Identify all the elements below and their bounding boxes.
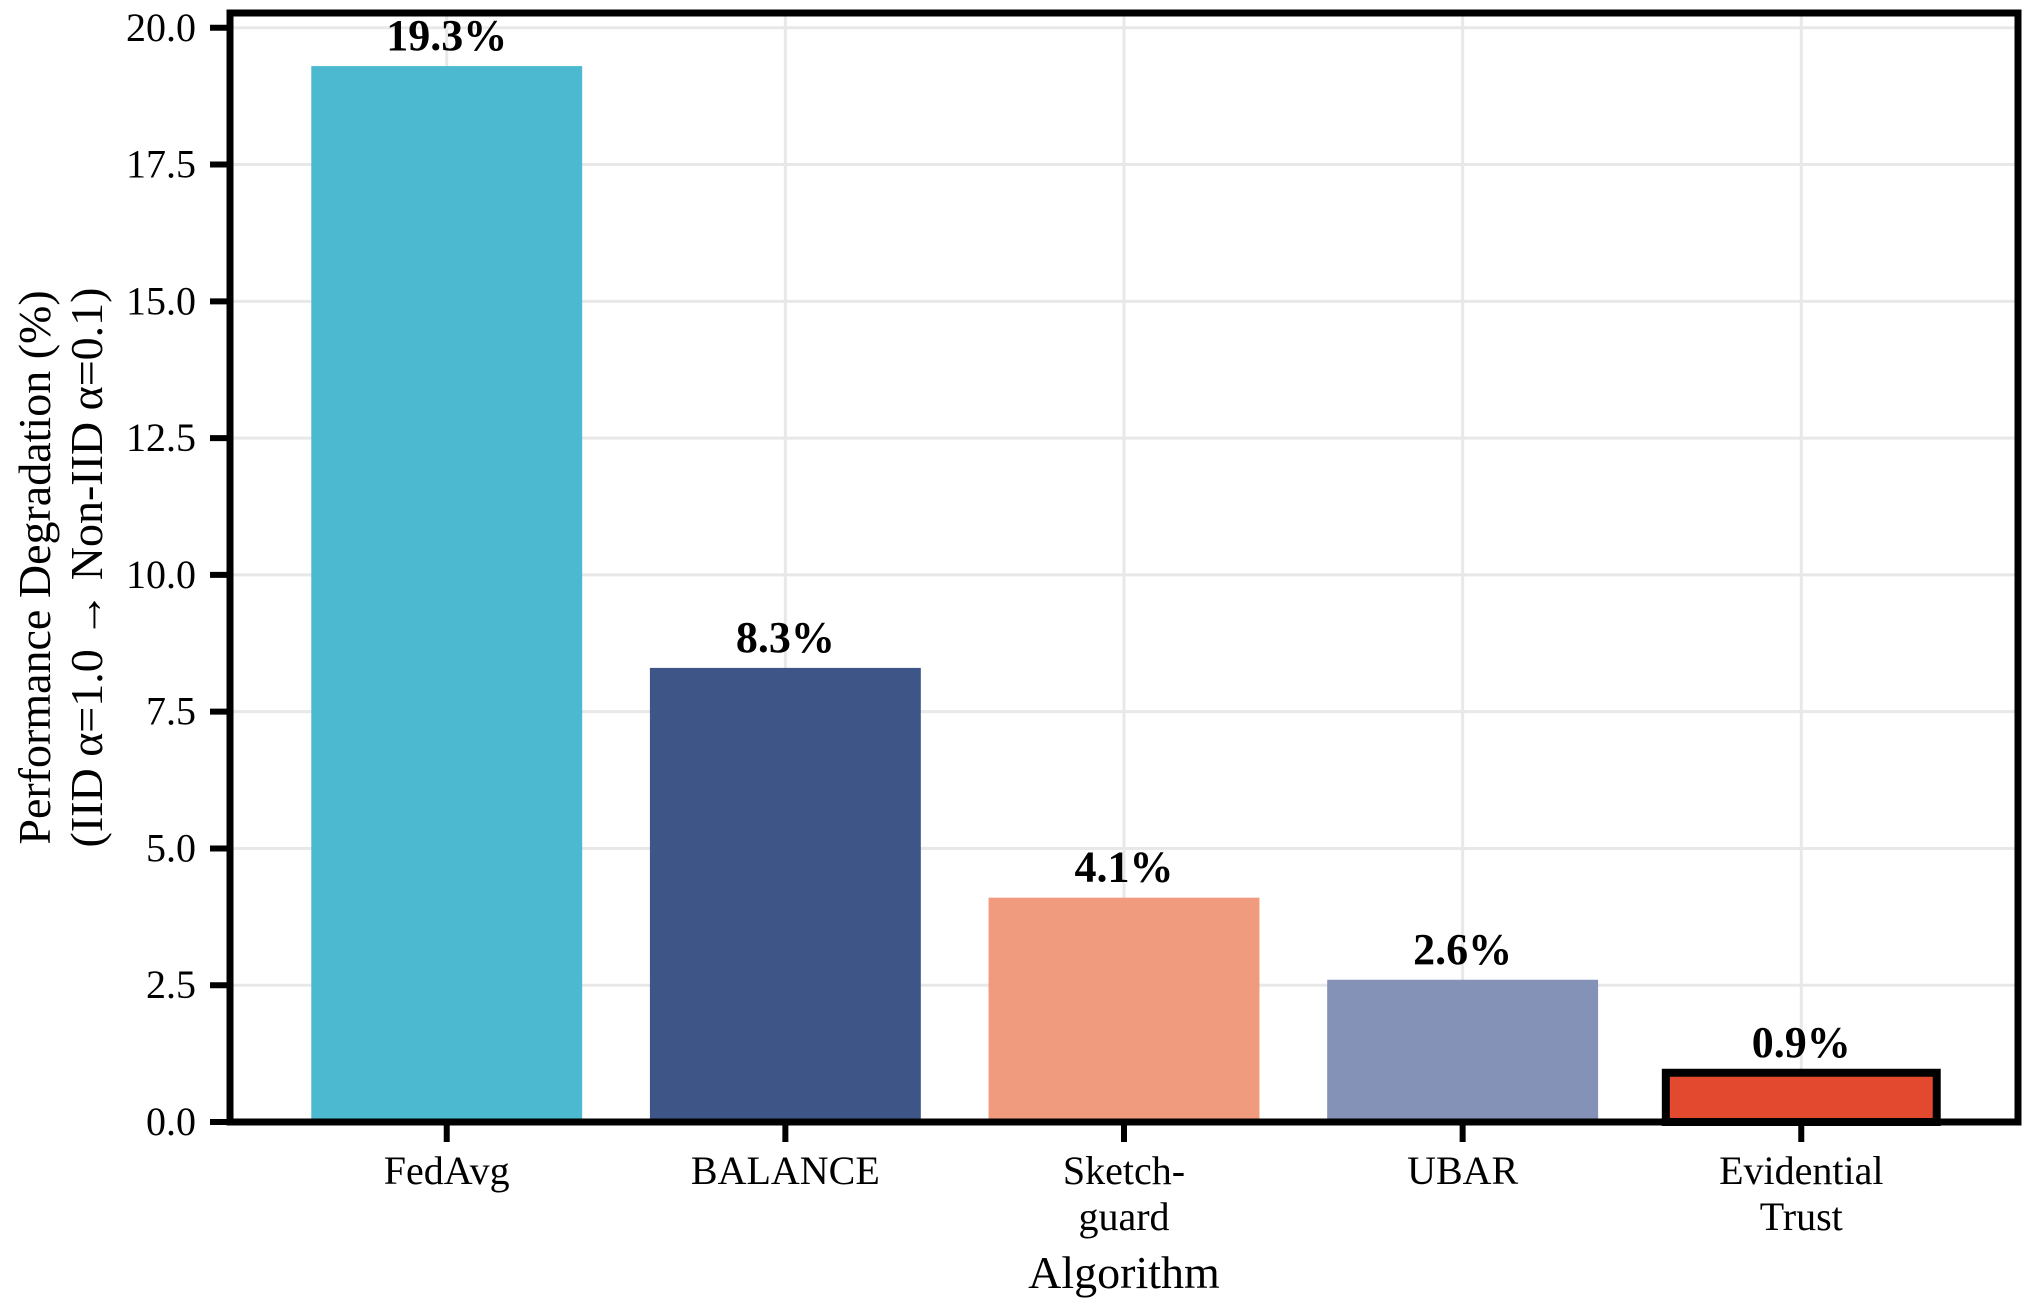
x-tick-labels: FedAvg BALANCE Sketch-guard UBAR Evidential T… — [384, 1148, 1884, 1239]
y-axis-label-line1: Performance Degradation (%) — [9, 290, 60, 844]
x-tick-label-balance: BALANCE — [691, 1148, 880, 1193]
x-tick-label-ubar: UBAR — [1407, 1148, 1518, 1193]
bar-ubar — [1327, 979, 1599, 1122]
x-tick-label-fedavg: FedAvg — [384, 1148, 510, 1193]
y-tick-labels: 0.0 2.5 5.0 7.5 10.0 12.5 15.0 17.5 20.0 — [126, 5, 196, 1144]
x-tick-label-sketch-guard: Sketch-guard — [1063, 1148, 1185, 1239]
bar-value-label-fedavg: 19.3% — [386, 11, 507, 60]
y-tick-label-12.5: 12.5 — [126, 415, 196, 460]
bar-value-labels: 19.3% 8.3% 4.1% 2.6% 0.9% — [386, 11, 1851, 1067]
bar-value-label-evidential-trust: 0.9% — [1752, 1018, 1851, 1067]
bar-fedavg — [311, 66, 583, 1122]
bar-value-label-ubar: 2.6% — [1413, 925, 1512, 974]
y-axis-label-line2: (IID α=1.0 → Non-IID α=0.1) — [61, 288, 112, 848]
y-tick-label-17.5: 17.5 — [126, 142, 196, 187]
bar-evidential-trust — [1661, 1068, 1941, 1127]
bars — [311, 66, 1941, 1127]
y-tick-label-15.0: 15.0 — [126, 278, 196, 323]
y-tick-label-5.0: 5.0 — [146, 825, 196, 870]
y-tick-label-10.0: 10.0 — [126, 552, 196, 597]
y-tick-label-20.0: 20.0 — [126, 5, 196, 50]
y-tick-label-7.5: 7.5 — [146, 689, 196, 734]
tick-marks — [210, 24, 1805, 1142]
x-tick-label-evidential-trust: Evidential Trust — [1719, 1148, 1883, 1239]
y-tick-label-0.0: 0.0 — [146, 1099, 196, 1144]
bar-balance — [649, 667, 921, 1122]
bar-value-label-sketch-guard: 4.1% — [1075, 843, 1174, 892]
y-tick-label-2.5: 2.5 — [146, 962, 196, 1007]
bar-sketch-guard — [988, 897, 1260, 1122]
bar-value-label-balance: 8.3% — [736, 613, 835, 662]
x-axis-label: Algorithm — [1028, 1247, 1220, 1298]
